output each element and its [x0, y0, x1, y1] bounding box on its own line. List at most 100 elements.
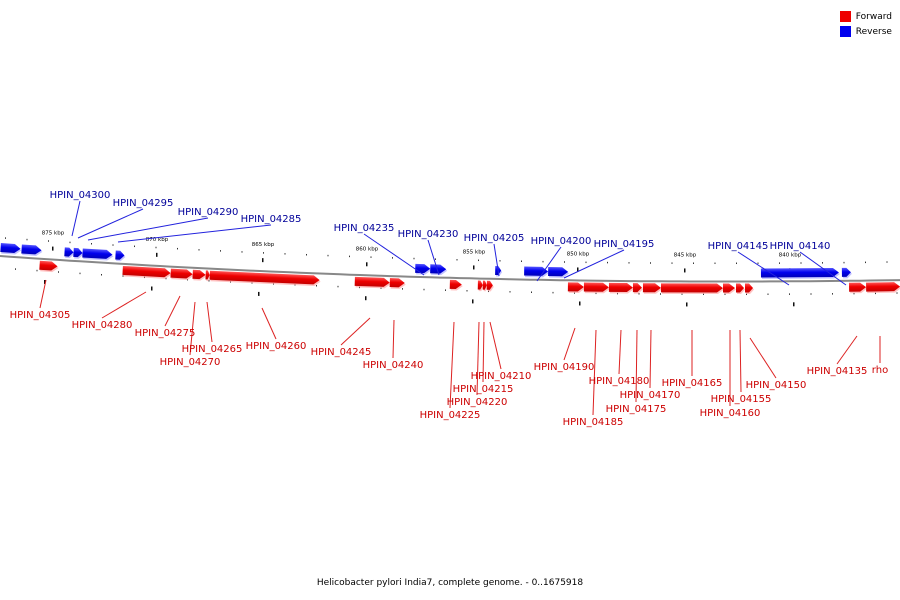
gene-arrow[interactable] — [39, 260, 59, 273]
major-tick — [686, 302, 688, 307]
gene-arrow[interactable] — [205, 270, 211, 282]
minor-tick-top — [134, 245, 135, 248]
scale-label: 875 kbp — [42, 231, 65, 237]
gene-label[interactable]: HPIN_04280 — [72, 320, 133, 331]
gene-label[interactable]: HPIN_04245 — [311, 347, 372, 358]
gene-arrow[interactable] — [760, 268, 840, 280]
gene-label[interactable]: HPIN_04205 — [464, 233, 525, 244]
major-tick — [472, 299, 474, 304]
gene-label[interactable]: HPIN_04160 — [700, 408, 761, 419]
leader-line — [189, 301, 196, 356]
gene-label[interactable]: HPIN_04290 — [178, 207, 239, 218]
leader-lines — [39, 200, 881, 416]
gene-label[interactable]: HPIN_04220 — [447, 397, 508, 408]
gene-label[interactable]: HPIN_04190 — [534, 362, 595, 373]
gene-label[interactable]: HPIN_04235 — [334, 223, 395, 234]
gene-label[interactable]: HPIN_04260 — [246, 341, 307, 352]
gene-arrow[interactable] — [736, 283, 746, 295]
gene-label[interactable]: HPIN_04195 — [594, 239, 655, 250]
gene-label[interactable]: HPIN_04200 — [531, 236, 592, 247]
gene-arrow[interactable] — [660, 283, 724, 295]
gene-arrow[interactable] — [192, 269, 207, 281]
gene-label[interactable]: HPIN_04155 — [711, 394, 772, 405]
minor-tick-bottom — [660, 293, 661, 295]
gene-arrow[interactable] — [524, 266, 550, 278]
gene-arrow[interactable] — [482, 280, 488, 292]
gene-arrow[interactable] — [841, 267, 852, 279]
gene-arrow[interactable] — [723, 283, 737, 295]
gene-label[interactable]: HPIN_04135 — [807, 366, 868, 377]
gene-label[interactable]: HPIN_04175 — [606, 404, 667, 415]
gene-label[interactable]: HPIN_04285 — [241, 214, 302, 225]
gene-arrow[interactable] — [430, 264, 448, 276]
gene-label[interactable]: HPIN_04240 — [363, 360, 424, 371]
gene-arrow[interactable] — [389, 278, 406, 289]
minor-tick-top — [220, 250, 221, 252]
minor-tick-top — [542, 260, 544, 263]
gene-arrow[interactable] — [449, 279, 463, 291]
minor-tick-top — [177, 247, 178, 250]
gene-arrow[interactable] — [486, 280, 494, 292]
gene-arrow[interactable] — [0, 243, 22, 255]
gene-arrow[interactable] — [64, 247, 75, 259]
gene-label[interactable]: HPIN_04295 — [113, 198, 174, 209]
gene-arrow[interactable] — [209, 270, 321, 286]
gene-arrow[interactable] — [745, 283, 755, 295]
gene-arrow[interactable] — [415, 263, 432, 275]
scale-label: 840 kbp — [779, 252, 802, 258]
minor-tick-bottom — [466, 290, 468, 292]
gene-label[interactable]: HPIN_04150 — [746, 380, 807, 391]
gene-arrow[interactable] — [21, 244, 43, 256]
gene-label[interactable]: HPIN_04180 — [589, 376, 650, 387]
gene-label[interactable]: HPIN_04185 — [563, 417, 624, 428]
gene-label[interactable]: HPIN_04230 — [398, 229, 459, 240]
gene-arrow[interactable] — [170, 268, 194, 281]
gene-arrow[interactable] — [632, 283, 643, 294]
gene-label[interactable]: HPIN_04305 — [10, 310, 71, 321]
gene-arrow[interactable] — [354, 276, 391, 289]
minor-tick-bottom — [509, 291, 511, 293]
minor-tick-bottom — [617, 292, 618, 295]
minor-tick-bottom — [79, 272, 81, 275]
leader-line — [592, 329, 597, 416]
gene-label[interactable]: HPIN_04265 — [182, 344, 243, 355]
minor-tick-bottom — [574, 292, 575, 294]
leader-line — [563, 327, 576, 361]
gene-arrow[interactable] — [583, 282, 610, 294]
gene-label[interactable]: HPIN_04225 — [420, 410, 481, 421]
gene-arrow[interactable] — [548, 266, 570, 278]
gene-label[interactable]: HPIN_04270 — [160, 357, 221, 368]
gene-label[interactable]: HPIN_04275 — [135, 328, 196, 339]
scale-label: 865 kbp — [252, 242, 275, 248]
gene-arrow[interactable] — [608, 282, 634, 294]
gene-arrow[interactable] — [82, 248, 114, 261]
leader-line — [476, 321, 480, 396]
gene-arrow[interactable] — [477, 280, 484, 292]
minor-tick-top — [198, 249, 200, 251]
gene-label[interactable]: HPIN_04165 — [662, 378, 723, 389]
gene-label[interactable]: HPIN_04145 — [708, 241, 769, 252]
leader-line — [618, 329, 622, 375]
leader-line — [449, 321, 455, 409]
major-tick — [793, 302, 795, 307]
gene-label[interactable]: HPIN_04140 — [770, 241, 831, 252]
gene-label[interactable]: HPIN_04170 — [620, 390, 681, 401]
forward-swatch — [839, 11, 851, 22]
gene-arrow[interactable] — [567, 282, 585, 293]
minor-tick-bottom — [402, 288, 403, 290]
gene-arrow[interactable] — [115, 250, 126, 262]
gene-label[interactable]: rho — [872, 365, 888, 376]
gene-arrow[interactable] — [122, 265, 172, 279]
minor-tick-top — [112, 244, 114, 246]
minor-tick-top — [349, 255, 350, 258]
gene-label[interactable]: HPIN_04215 — [453, 384, 514, 395]
gene-arrow[interactable] — [73, 247, 84, 259]
gene-label[interactable]: HPIN_04210 — [471, 371, 532, 382]
minor-tick-bottom — [595, 292, 597, 295]
gene-arrow[interactable] — [866, 282, 900, 294]
gene-arrow[interactable] — [849, 282, 868, 294]
gene-label[interactable]: HPIN_04300 — [50, 190, 111, 201]
leader-line — [635, 329, 638, 403]
leader-line — [206, 301, 213, 343]
gene-arrow[interactable] — [642, 283, 662, 294]
